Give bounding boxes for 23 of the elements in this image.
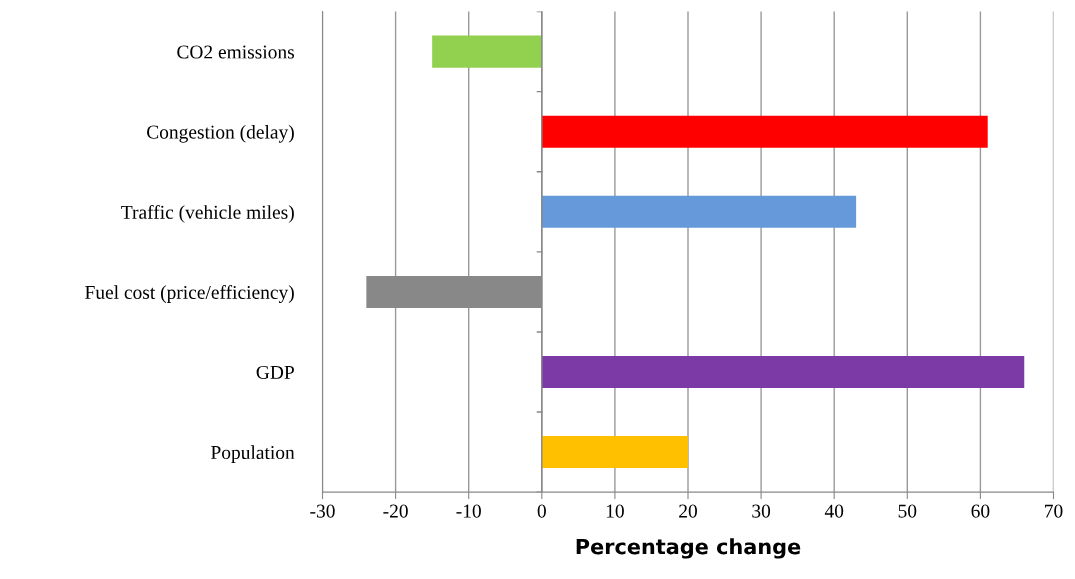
bar bbox=[541, 195, 857, 228]
bar bbox=[432, 35, 542, 68]
x-tick-label: 70 bbox=[1045, 504, 1063, 518]
x-tick-label: 40 bbox=[824, 504, 844, 518]
bar bbox=[541, 436, 688, 469]
bar bbox=[541, 355, 1025, 389]
x-tick-label: 60 bbox=[971, 504, 990, 518]
y-tick-label: Congestion (delay) bbox=[147, 124, 294, 143]
y-tick-label: CO2 emissions bbox=[177, 45, 295, 59]
x-axis-title: Percentage change bbox=[576, 538, 801, 559]
x-tick-label: 30 bbox=[752, 504, 771, 518]
x-tick-label: -30 bbox=[310, 504, 335, 518]
bar bbox=[541, 115, 988, 148]
x-tick-label: 10 bbox=[606, 504, 624, 518]
x-tick-label: 20 bbox=[679, 504, 697, 518]
y-tick-label: Population bbox=[211, 445, 295, 463]
y-tick-label: Fuel cost (price/efficiency) bbox=[85, 285, 294, 303]
x-tick-label: 0 bbox=[537, 504, 546, 518]
y-tick-label: Traffic (vehicle miles) bbox=[121, 204, 294, 223]
x-tick-label: -20 bbox=[383, 504, 408, 518]
x-tick-label: 50 bbox=[898, 504, 917, 518]
y-tick-label: GDP bbox=[256, 365, 294, 379]
x-tick-label: -10 bbox=[456, 504, 481, 518]
